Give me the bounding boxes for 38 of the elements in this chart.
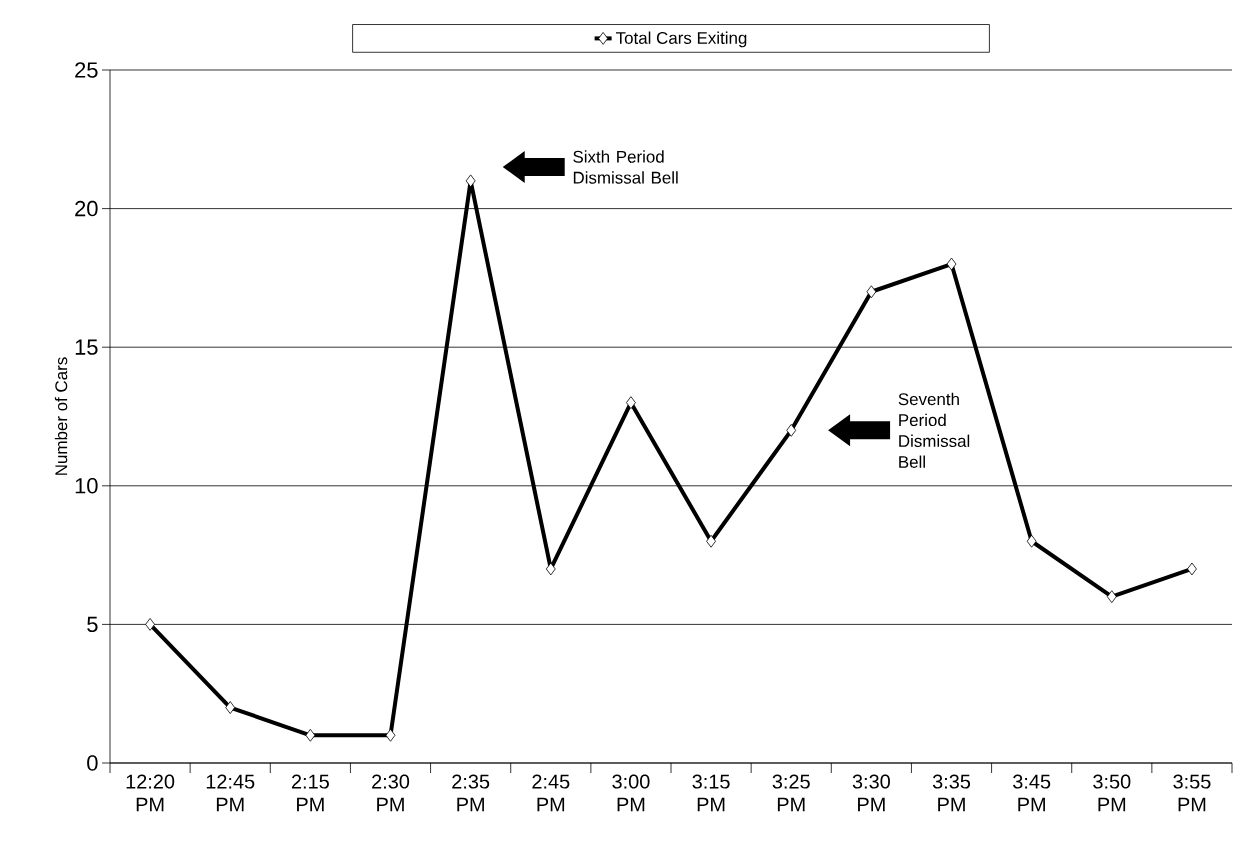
- y-tick-label: 15: [75, 339, 98, 355]
- annotation: Sixth Period Dismissal Bell: [573, 150, 678, 184]
- annotation: Seventh Period Dismissal Bell: [898, 392, 970, 468]
- x-tick-label: 3:25 PM: [772, 774, 810, 812]
- point: [786, 423, 797, 437]
- point: [465, 174, 476, 188]
- x-tick-label: 3:55 PM: [1173, 774, 1211, 812]
- y-tick-label: 10: [75, 478, 98, 494]
- point: [1187, 562, 1197, 576]
- point: [1106, 590, 1117, 604]
- y-tick-label: 0: [87, 755, 98, 771]
- y-axis-title: Number of Cars: [54, 357, 68, 475]
- x-tick-label: 3:35 PM: [932, 774, 971, 812]
- x-tick-label: 2:45 PM: [532, 774, 570, 812]
- point: [706, 534, 716, 548]
- point: [545, 562, 556, 576]
- x-tick-label: 2:15 PM: [291, 774, 329, 812]
- x-tick-label: 3:45 PM: [1013, 774, 1051, 812]
- x-tick-label: 12:20 PM: [126, 774, 175, 812]
- y-tick-label: 25: [75, 62, 98, 78]
- point: [305, 728, 316, 742]
- y-tick-label: 20: [75, 200, 98, 217]
- x-tick-label: 2:35 PM: [452, 774, 490, 812]
- x-tick-label: 3:50 PM: [1093, 774, 1131, 812]
- point: [145, 618, 155, 631]
- point: [946, 257, 957, 271]
- point: [385, 728, 396, 742]
- y-tick-label: 5: [87, 616, 98, 633]
- point: [866, 285, 877, 299]
- x-tick-label: 3:00 PM: [612, 774, 650, 812]
- point: [1026, 534, 1037, 548]
- point: [626, 396, 636, 410]
- x-tick-label: 2:30 PM: [372, 774, 410, 812]
- legend-label: Total Cars Exiting: [615, 31, 747, 48]
- x-tick-label: 3:30 PM: [852, 774, 890, 812]
- point: [225, 701, 236, 714]
- x-tick-label: 12:45 PM: [206, 774, 255, 812]
- x-tick-label: 3:15 PM: [692, 774, 730, 812]
